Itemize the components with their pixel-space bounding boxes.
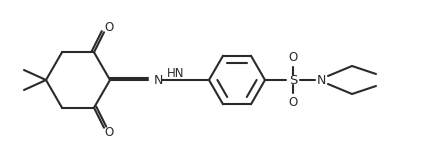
Text: O: O — [104, 126, 114, 139]
Text: N: N — [316, 74, 326, 86]
Text: O: O — [289, 51, 298, 63]
Text: O: O — [289, 96, 298, 109]
Text: O: O — [104, 21, 114, 34]
Text: HN: HN — [167, 66, 185, 80]
Text: N: N — [154, 74, 163, 86]
Text: S: S — [289, 74, 297, 86]
